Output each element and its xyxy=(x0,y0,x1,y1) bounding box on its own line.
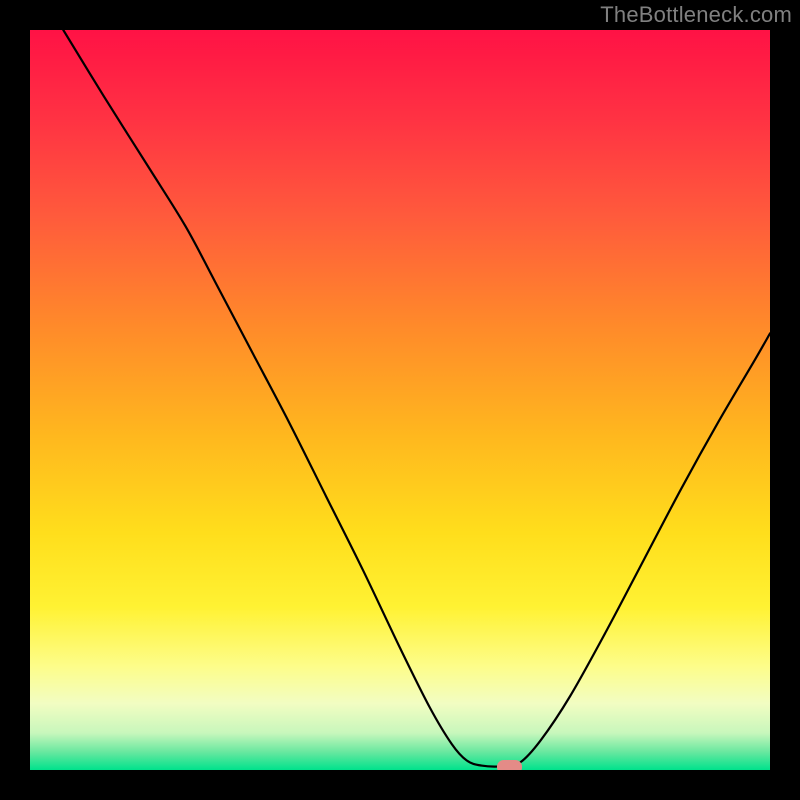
chart-frame: TheBottleneck.com xyxy=(0,0,800,800)
bottleneck-curve xyxy=(30,30,770,770)
watermark-text: TheBottleneck.com xyxy=(600,2,792,28)
chart-plot-area xyxy=(30,30,770,770)
optimal-point-marker xyxy=(497,760,522,770)
